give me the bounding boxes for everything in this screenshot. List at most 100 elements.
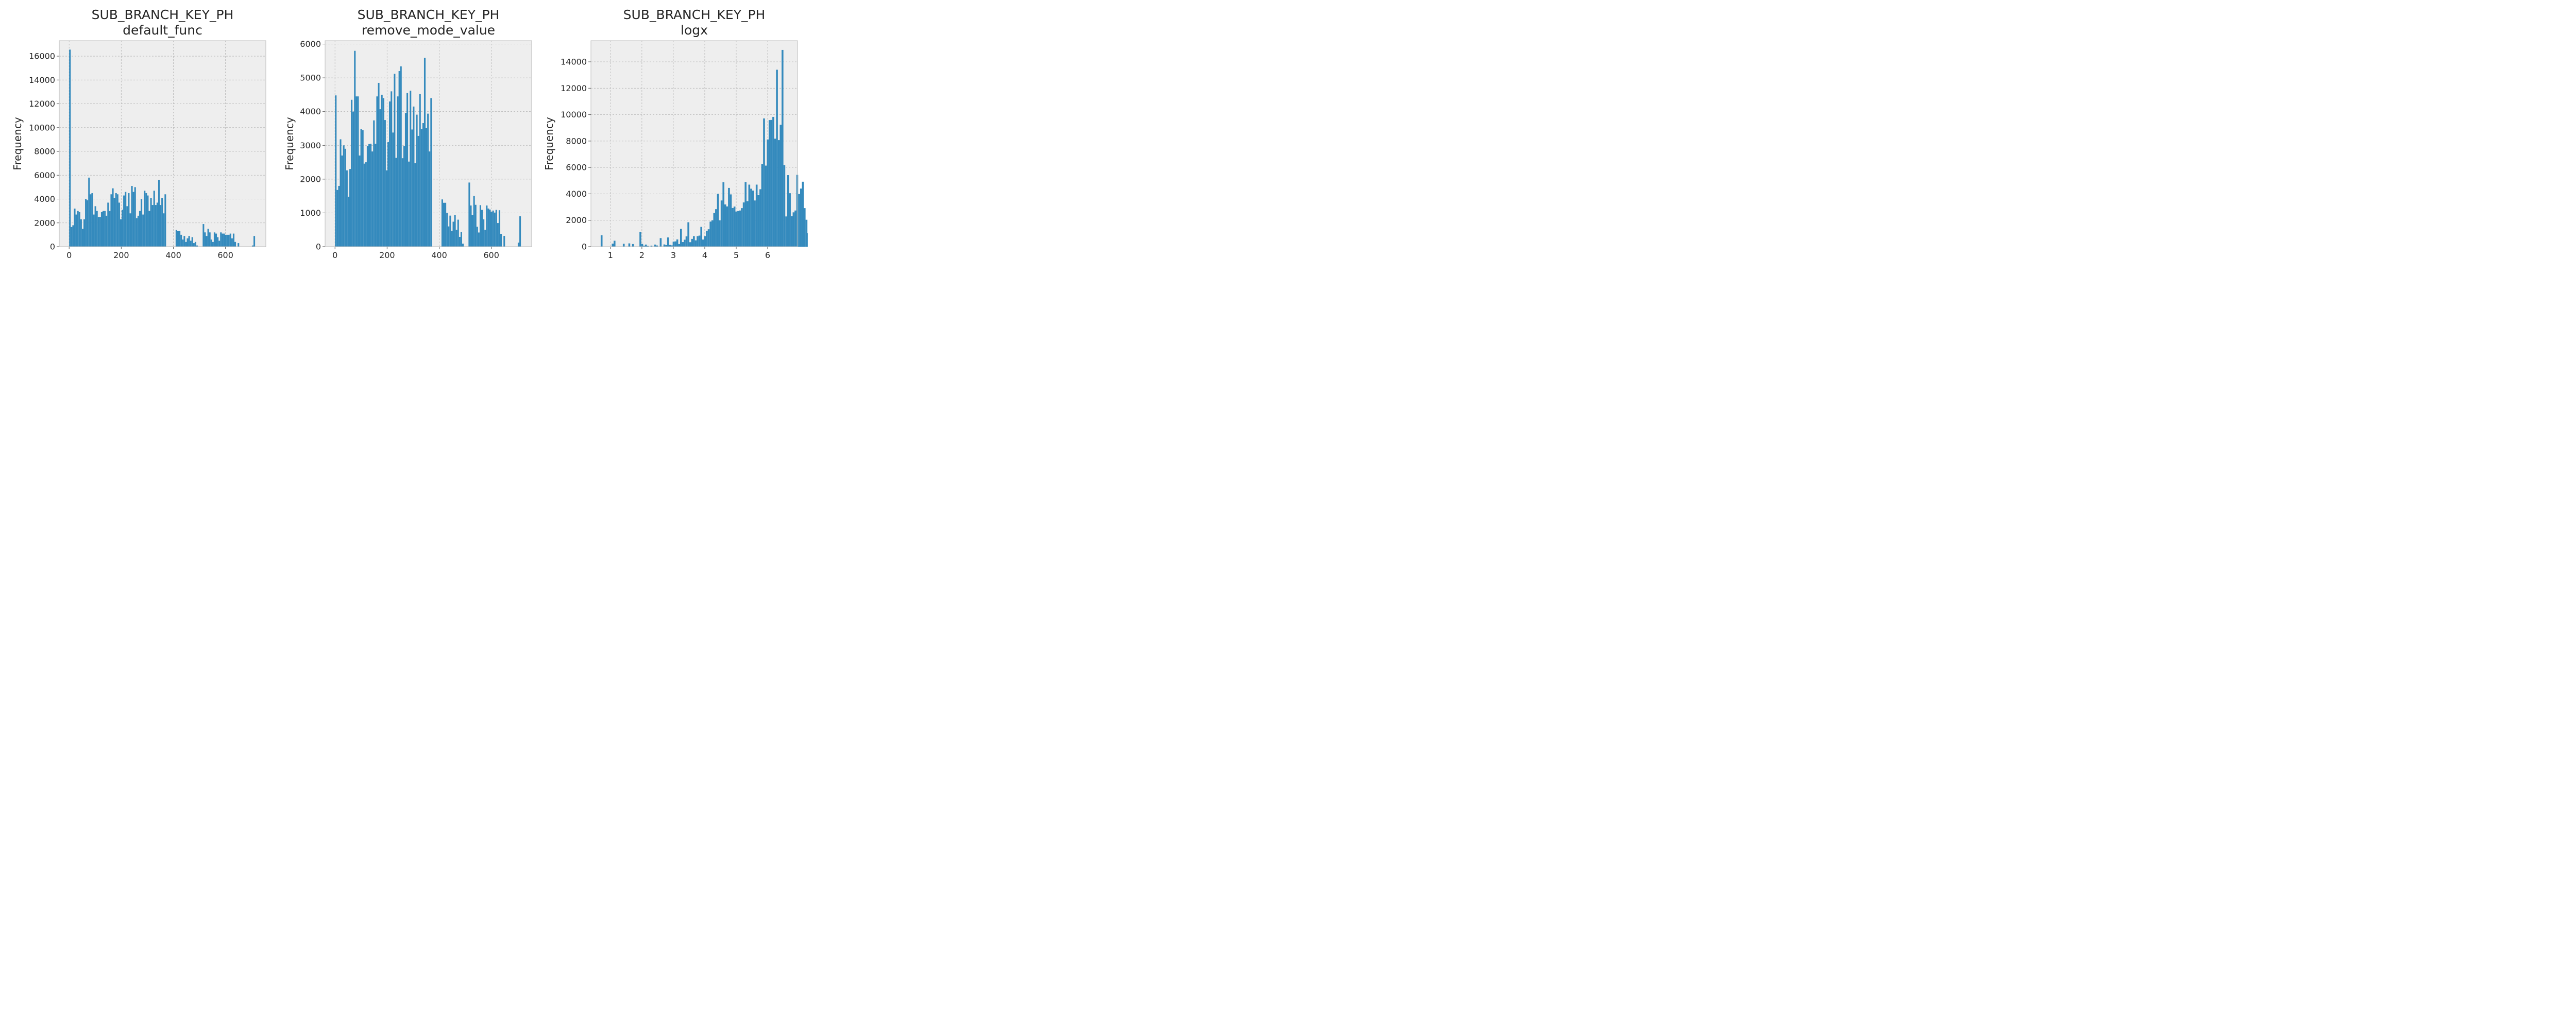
histogram-bar	[805, 219, 808, 247]
axes-frame	[325, 40, 532, 247]
histogram-bar	[408, 161, 410, 247]
panel-title-line1: SUB_BRANCH_KEY_PH	[358, 7, 500, 22]
axes-frame	[590, 40, 798, 247]
histogram-bar	[759, 189, 761, 247]
x-tick-label: 0	[332, 250, 337, 260]
histogram-bar	[93, 214, 95, 247]
histogram-bar	[125, 192, 127, 247]
y-tick-label: 0	[582, 242, 587, 252]
histogram-bar	[417, 135, 419, 247]
histogram-bar	[80, 219, 82, 247]
histogram-bar	[684, 239, 686, 247]
histogram-bar	[229, 233, 231, 247]
histogram-bar	[647, 246, 649, 247]
histogram-bar	[362, 130, 364, 247]
histogram-bar	[474, 204, 477, 247]
histogram-bar	[141, 199, 143, 247]
histogram-bar	[796, 175, 799, 247]
histogram-bar	[346, 170, 348, 247]
histogram-bar	[478, 232, 480, 247]
histogram-bar	[650, 245, 653, 247]
histogram-bar	[115, 193, 117, 247]
histogram-bar	[352, 111, 354, 247]
histogram-bar	[347, 196, 349, 247]
histogram-bar	[785, 216, 787, 247]
y-tick-label: 2000	[34, 218, 55, 228]
histogram-bar	[253, 236, 256, 247]
histogram-bar	[102, 211, 105, 247]
histogram-bar	[687, 222, 689, 247]
histogram-bar	[757, 195, 760, 247]
histogram-bar	[678, 244, 680, 247]
histogram-bar	[371, 151, 374, 247]
figure: 0 200 400 600020004000600080001000012000140…	[0, 0, 808, 269]
histogram-bar	[104, 211, 106, 247]
histogram-bar	[519, 216, 521, 247]
histogram-bar	[349, 169, 351, 247]
histogram-bar	[134, 187, 136, 247]
histogram-bar	[498, 210, 501, 247]
histogram-bar	[223, 233, 225, 247]
x-tick-label: 6	[765, 250, 770, 260]
histogram-bar	[385, 170, 388, 247]
histogram-bar	[75, 214, 77, 247]
histogram-bar	[158, 180, 160, 247]
histogram-bar	[404, 113, 407, 247]
histogram-bar	[763, 118, 765, 247]
histogram-bar	[755, 184, 758, 247]
histogram-bar	[455, 230, 457, 247]
y-tick-label: 8000	[566, 136, 587, 146]
histogram-bar	[215, 233, 217, 247]
histogram-bar	[129, 213, 131, 247]
histogram-bar	[486, 205, 488, 247]
histogram-bar	[100, 212, 103, 247]
histogram-bar	[335, 95, 337, 247]
histogram-bar	[202, 224, 205, 247]
histogram-bar	[131, 186, 133, 247]
histogram-bar	[672, 242, 675, 247]
histogram-bar	[118, 202, 120, 247]
x-tick-label: 400	[431, 250, 447, 260]
histogram-bar	[733, 207, 736, 247]
histogram-bar	[689, 242, 691, 247]
histogram-bar	[226, 234, 228, 247]
histogram-bar	[375, 144, 377, 247]
histogram-bar	[365, 162, 367, 247]
histogram-bar	[163, 213, 165, 247]
histogram-bar	[742, 202, 745, 247]
panel-title-line2: remove_mode_value	[362, 23, 495, 38]
histogram-bar	[600, 235, 603, 247]
histogram-bar	[411, 129, 413, 247]
histogram-bar	[106, 215, 108, 247]
histogram-bar	[419, 94, 421, 247]
histogram-bar	[87, 200, 89, 247]
histogram-bar	[398, 71, 400, 247]
histogram-bar	[351, 99, 353, 247]
histogram-bar	[94, 206, 96, 247]
panel-default-func: 0 200 400 600020004000600080001000012000140…	[11, 7, 266, 260]
histogram-bar	[790, 216, 793, 247]
histogram-bar	[191, 237, 193, 247]
x-tick-label: 400	[165, 250, 181, 260]
histogram-bar	[715, 209, 717, 247]
x-tick-label: 0	[66, 250, 72, 260]
histogram-bar	[193, 243, 195, 247]
histogram-bar	[209, 232, 211, 247]
histogram-bar	[81, 229, 83, 247]
histogram-bar	[641, 244, 643, 247]
histogram-bar	[220, 232, 222, 247]
histogram-bar	[722, 182, 724, 247]
histogram-bar	[663, 244, 666, 247]
histogram-bar	[443, 202, 445, 247]
histogram-bar	[179, 231, 181, 247]
histogram-bar	[155, 205, 157, 247]
histogram-bar	[671, 245, 673, 247]
histogram-bar	[148, 211, 150, 247]
histogram-bar	[792, 212, 795, 247]
histogram-bar	[776, 70, 778, 247]
histogram-bar	[779, 125, 782, 247]
histogram-bar	[659, 238, 662, 247]
histogram-bar	[724, 204, 726, 247]
y-tick-label: 5000	[300, 73, 321, 83]
